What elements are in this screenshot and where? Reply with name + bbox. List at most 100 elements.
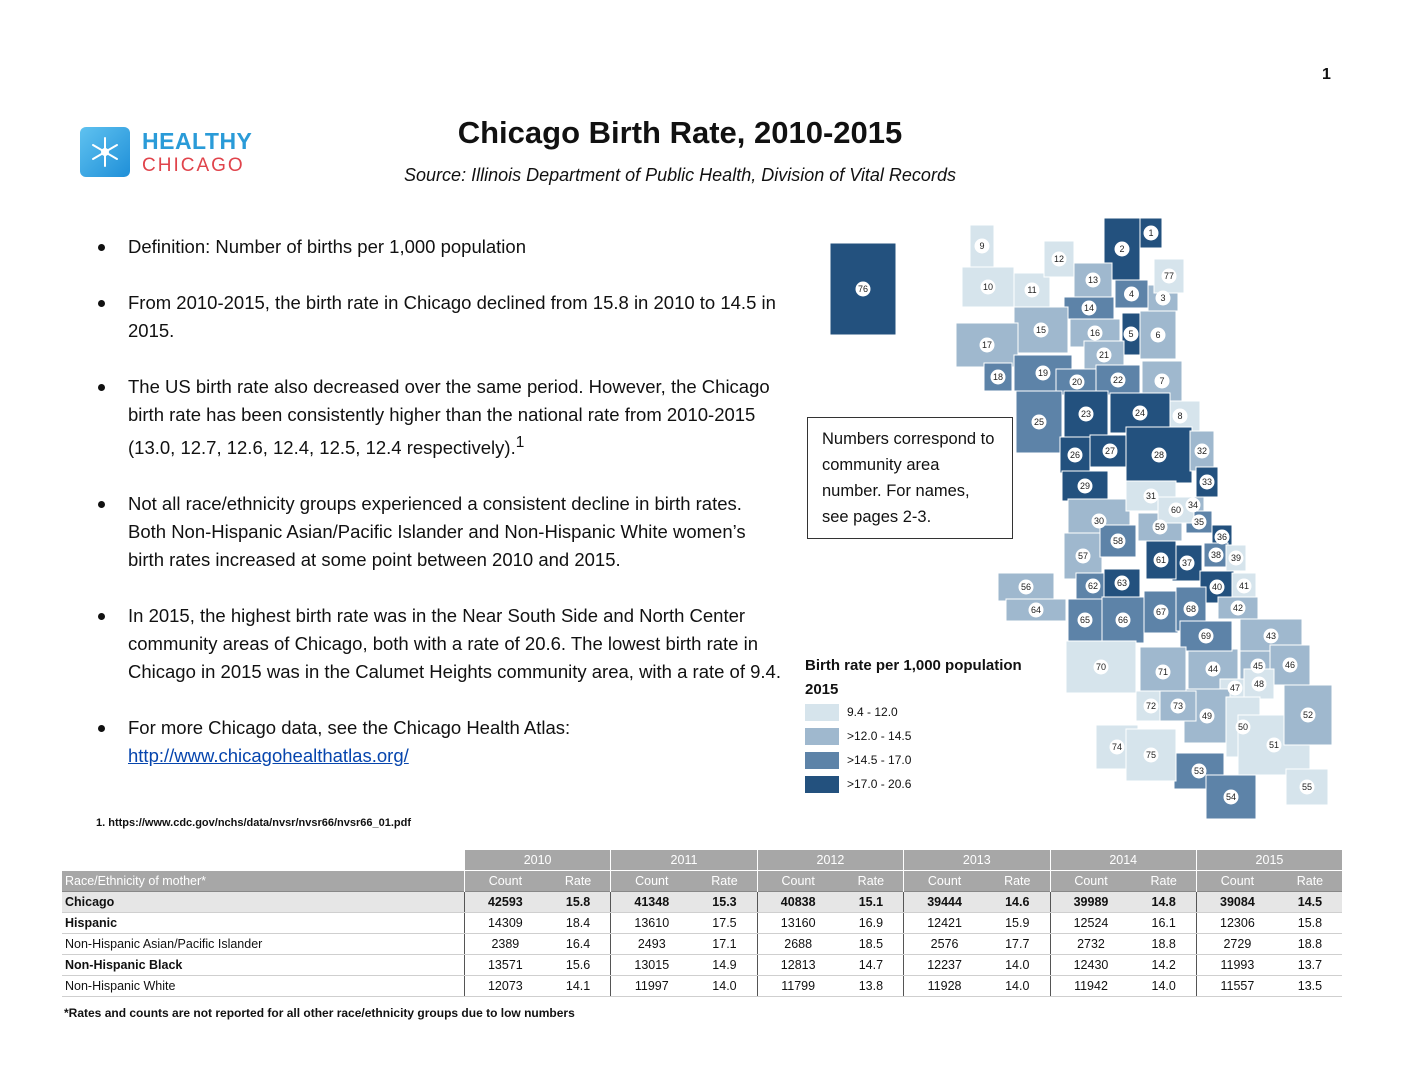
table-row: Non-Hispanic White 12073 14.1 11997 14.0 1179…	[62, 975, 1342, 997]
year-header: 2015	[1195, 850, 1342, 871]
area-number-label: 59	[1155, 522, 1165, 532]
area-number-label: 69	[1201, 631, 1211, 641]
table-row: Hispanic 14309 18.4 13610 17.5 13160 16.9 12421…	[62, 912, 1342, 934]
rate-cell: 14.2	[1131, 954, 1197, 976]
count-cell: 2732	[1049, 933, 1132, 955]
bullet-definition: Definition: Number of births per 1,000 p…	[92, 233, 782, 261]
column-header-rate: Rate	[692, 870, 758, 892]
area-number-label: 42	[1233, 603, 1243, 613]
area-number-label: 2	[1119, 244, 1124, 254]
area-label-badge	[1251, 676, 1267, 692]
area-number-label: 16	[1090, 328, 1100, 338]
area-label-badge	[1143, 698, 1159, 714]
area-label-badge	[1087, 325, 1103, 341]
area-number-label: 52	[1303, 710, 1313, 720]
area-label-badge	[1236, 578, 1252, 594]
area-label-badge	[1109, 739, 1125, 755]
count-cell: 2576	[903, 933, 986, 955]
count-cell: 12524	[1049, 912, 1132, 934]
area-label-badge	[1093, 659, 1109, 675]
area-label-badge	[1205, 661, 1221, 677]
area-label-badge	[1033, 322, 1049, 338]
table-row: Chicago 42593 15.8 41348 15.3 40838 15.1 39444 1…	[62, 891, 1342, 913]
table-note: *Rates and counts are not reported for a…	[64, 1006, 575, 1020]
area-number-label: 13	[1088, 275, 1098, 285]
count-cell: 2688	[756, 933, 839, 955]
area-label-badge	[980, 279, 996, 295]
count-cell: 40838	[756, 891, 839, 913]
area-number-label: 33	[1202, 477, 1212, 487]
area-number-label: 27	[1105, 446, 1115, 456]
legend-swatch	[805, 704, 839, 721]
area-number-label: 14	[1084, 303, 1094, 313]
area-number-label: 60	[1171, 505, 1181, 515]
footnote-ref: 1	[515, 434, 525, 451]
area-label-badge	[1299, 779, 1315, 795]
rate-cell: 16.1	[1131, 912, 1197, 934]
area-number-label: 54	[1226, 792, 1236, 802]
area-label-badge	[1031, 414, 1047, 430]
area-label-badge	[1153, 604, 1169, 620]
area-label-badge	[974, 238, 990, 254]
rate-cell: 18.5	[838, 933, 904, 955]
area-number-label: 3	[1160, 293, 1165, 303]
community-area-18	[983, 362, 1013, 392]
area-number-label: 68	[1186, 604, 1196, 614]
area-number-label: 61	[1156, 555, 1166, 565]
health-atlas-link[interactable]: http://www.chicagohealthatlas.org/	[128, 745, 409, 767]
area-label-badge	[1235, 719, 1251, 735]
area-number-label: 31	[1146, 491, 1156, 501]
map-note-box: Numbers correspond to community area num…	[807, 417, 1013, 539]
rate-cell: 18.4	[545, 912, 611, 934]
table-column-header: Race/Ethnicity of mother* Count Rate Coun…	[62, 870, 1342, 892]
area-number-label: 74	[1112, 742, 1122, 752]
rate-cell: 17.5	[692, 912, 758, 934]
area-label-badge	[1085, 578, 1101, 594]
rate-cell: 13.7	[1277, 954, 1342, 976]
area-number-label: 64	[1031, 605, 1041, 615]
column-header-rate: Rate	[838, 870, 904, 892]
area-number-label: 36	[1217, 532, 1227, 542]
area-number-label: 19	[1038, 368, 1048, 378]
bullet-text: Definition: Number of births per 1,000 p…	[128, 236, 526, 257]
count-cell: 11928	[903, 975, 986, 997]
page-title: Chicago Birth Rate, 2010-2015	[457, 115, 903, 150]
area-label-badge	[1179, 555, 1195, 571]
area-number-label: 51	[1269, 740, 1279, 750]
area-label-badge	[1115, 612, 1131, 628]
bullet-text: From 2010-2015, the birth rate in Chicag…	[128, 292, 776, 341]
footnote: 1. https://www.cdc.gov/nchs/data/nvsr/nv…	[96, 817, 412, 829]
area-label-badge	[1018, 579, 1034, 595]
legend-title: Birth rate per 1,000 population	[805, 657, 1022, 674]
area-label-badge	[1110, 533, 1126, 549]
rate-cell: 16.4	[545, 933, 611, 955]
area-label-badge	[1223, 789, 1239, 805]
area-number-label: 10	[983, 282, 993, 292]
area-label-badge	[1035, 365, 1051, 381]
column-header-race: Race/Ethnicity of mother*	[62, 870, 465, 892]
legend-item: >14.5 - 17.0	[805, 750, 1065, 774]
area-label-badge	[1168, 502, 1184, 518]
area-number-label: 43	[1266, 631, 1276, 641]
area-number-label: 77	[1164, 271, 1174, 281]
column-header-rate: Rate	[545, 870, 611, 892]
area-number-label: 50	[1238, 722, 1248, 732]
area-label-badge	[1075, 548, 1091, 564]
area-label-badge	[1208, 547, 1224, 563]
area-label-badge	[1114, 241, 1130, 257]
count-cell: 41348	[610, 891, 693, 913]
rate-cell: 17.7	[985, 933, 1051, 955]
area-label-badge	[1214, 529, 1230, 545]
count-cell: 11557	[1195, 975, 1278, 997]
area-number-label: 71	[1158, 667, 1168, 677]
legend-item: >17.0 - 20.6	[805, 774, 1065, 798]
area-number-label: 26	[1070, 450, 1080, 460]
count-cell: 13571	[463, 954, 546, 976]
area-number-label: 20	[1072, 377, 1082, 387]
area-number-label: 56	[1021, 582, 1031, 592]
area-number-label: 55	[1302, 782, 1312, 792]
column-header-rate: Rate	[985, 870, 1051, 892]
legend-swatch	[805, 728, 839, 745]
area-label-badge	[1154, 373, 1170, 389]
